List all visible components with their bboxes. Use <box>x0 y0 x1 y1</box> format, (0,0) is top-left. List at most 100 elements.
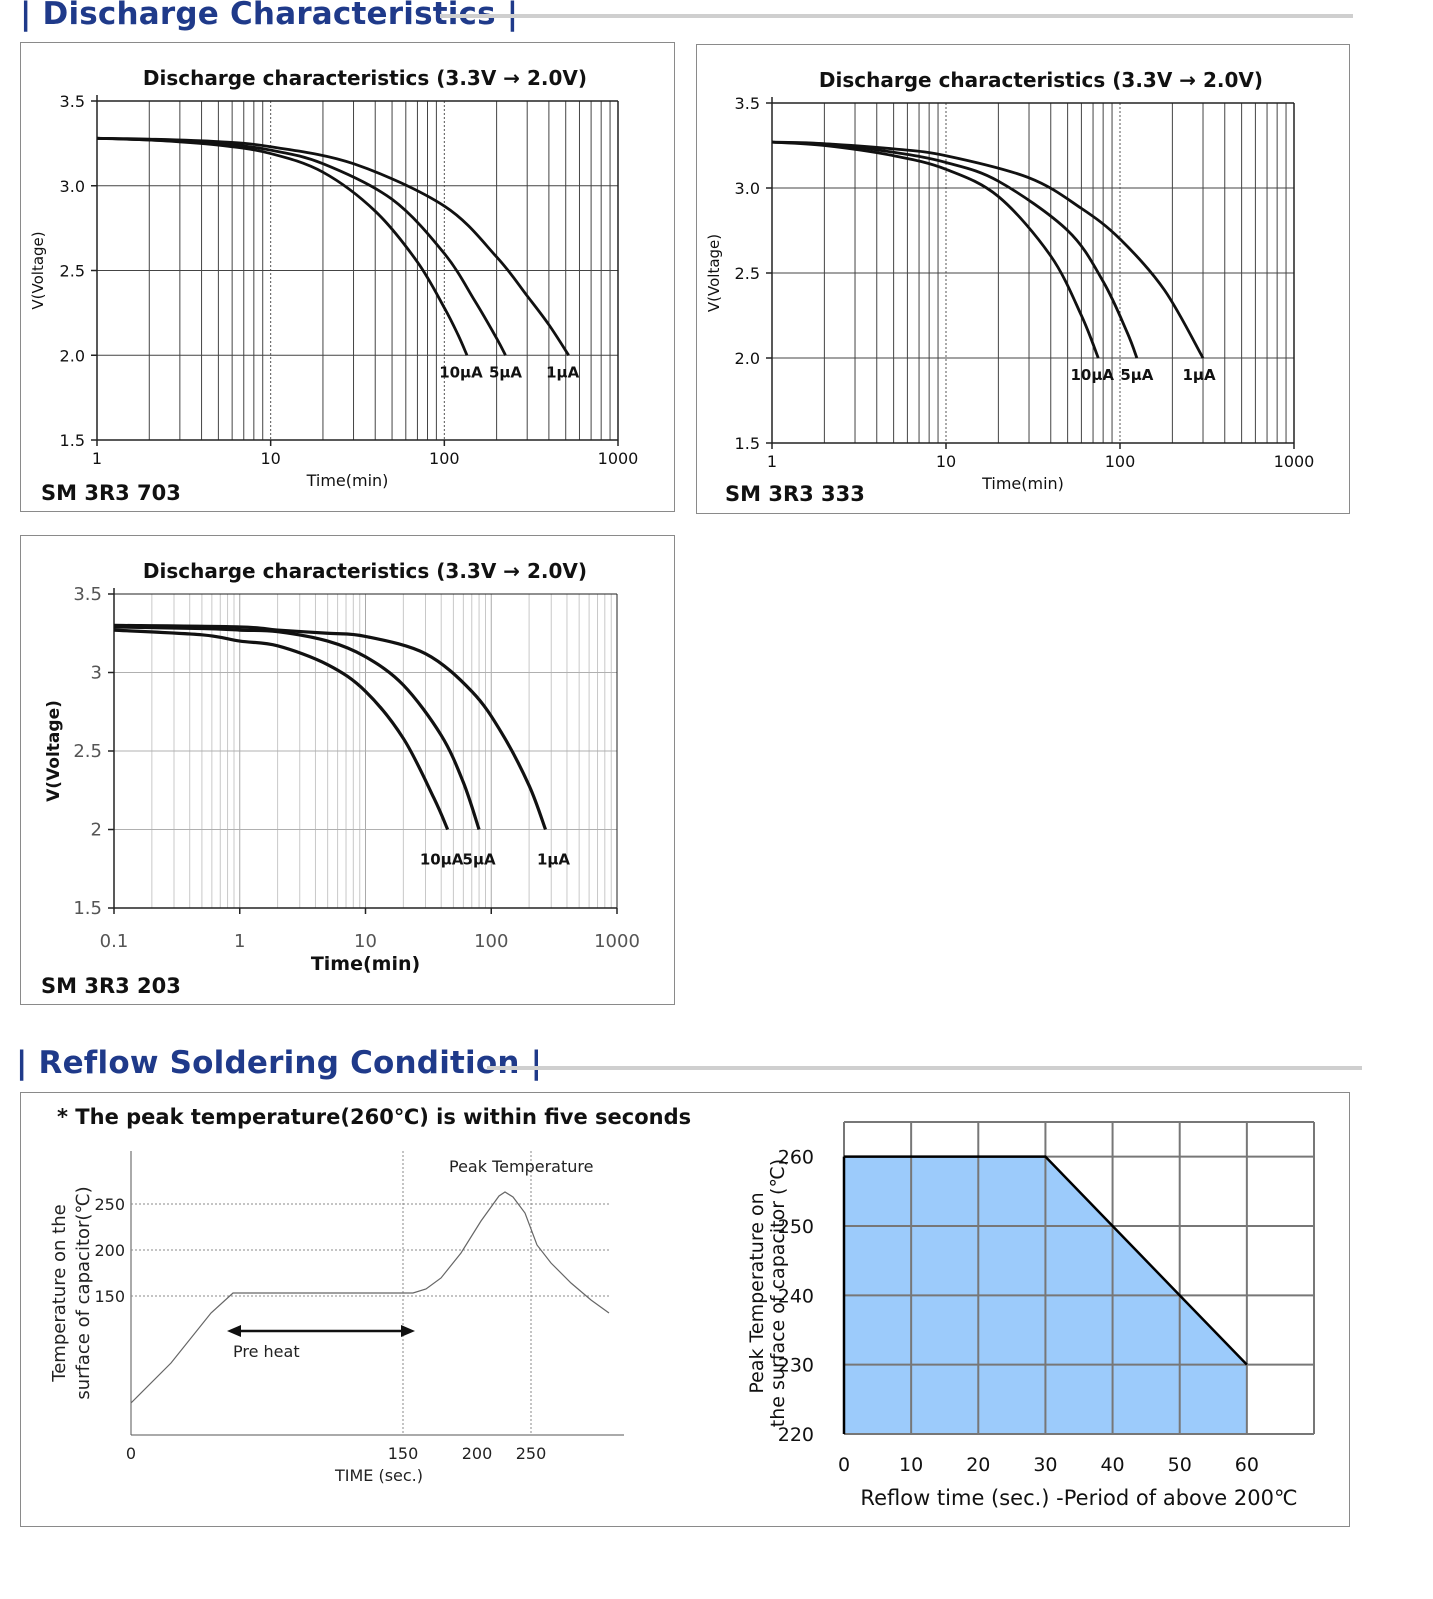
x-axis-title: Time(min) <box>306 471 389 490</box>
chart-reflow-time: 220 230 240 250 260 0 10 20 30 40 50 60 Reflow time … <box>746 1121 1315 1510</box>
y-tick-label: 2 <box>91 820 102 841</box>
series-label: 5μA <box>463 851 496 869</box>
y-tick-label: 3.0 <box>735 179 760 198</box>
series-label: 10μA <box>1070 366 1114 384</box>
y-tick-label: 2.5 <box>73 741 102 762</box>
y-axis-title: V(Voltage) <box>29 231 47 309</box>
x-axis-title: Time(min) <box>311 953 420 975</box>
chart-reflow-profile: 150 200 250 0 150 200 250 TIME (sec.) Temperatur… <box>49 1151 624 1485</box>
y-axis-title-line-1: Temperature on the <box>49 1204 70 1382</box>
y-tick-label: 3.0 <box>60 177 85 196</box>
y-tick-label: 1.5 <box>60 431 85 450</box>
x-tick-label: 150 <box>388 1444 419 1463</box>
preheat-arrow-head-left <box>227 1325 241 1337</box>
chart-panel-sm3r3-333: 1.5 2.0 2.5 3.0 3.5 1 10 100 1000 Discharge chara… <box>696 44 1350 514</box>
y-tick-label: 250 <box>94 1195 125 1214</box>
y-tick-label: 2.0 <box>60 346 85 365</box>
discharge-section-title: | Discharge Characteristics | <box>20 0 519 32</box>
x-tick-label: 30 <box>1033 1454 1057 1476</box>
series-line-1A <box>771 140 1205 359</box>
x-tick-label: 1000 <box>598 449 639 468</box>
peak-temperature-label: Peak Temperature <box>449 1157 593 1176</box>
reflow-title-rule <box>487 1066 1362 1070</box>
model-label: SM 3R3 333 <box>725 482 865 506</box>
reflow-section-title: | Reflow Soldering Condition | <box>16 1045 543 1081</box>
series-label: 5μA <box>1120 366 1153 384</box>
x-tick-label: 10 <box>354 931 377 952</box>
x-tick-label: 200 <box>462 1444 493 1463</box>
y-tick-label: 230 <box>778 1355 814 1377</box>
series-line-5A <box>113 625 481 831</box>
y-axis-title-line-2: surface of capacitor(℃) <box>73 1186 94 1399</box>
peak-temperature-note: * The peak temperature(260℃) is within f… <box>57 1105 692 1129</box>
y-axis-title: V(Voltage) <box>44 700 64 802</box>
series-label: 1μA <box>546 363 579 381</box>
y-tick-label: 1.5 <box>735 434 760 453</box>
series-line-5A <box>771 140 1139 359</box>
chart-sm3r3-333: 1.5 2.0 2.5 3.0 3.5 1 10 100 1000 Discharge chara… <box>705 68 1315 493</box>
x-tick-label: 250 <box>516 1444 547 1463</box>
x-axis-title: Time(min) <box>981 474 1064 493</box>
temperature-profile-line <box>130 1191 610 1404</box>
x-tick-label: 40 <box>1100 1454 1124 1476</box>
chart-panel-sm3r3-703: 1.5 2.0 2.5 3.0 3.5 1 10 100 1000 Discharge chara… <box>20 42 675 512</box>
y-tick-label: 3 <box>91 663 102 684</box>
preheat-arrow-head-right <box>401 1325 415 1337</box>
x-tick-label: 0 <box>126 1444 136 1463</box>
model-label: SM 3R3 203 <box>41 974 181 998</box>
x-tick-label: 10 <box>260 449 280 468</box>
series-line-1A <box>113 623 547 831</box>
x-tick-label: 50 <box>1168 1454 1192 1476</box>
y-axis-title-line-2: the surface of capacitor (℃) <box>767 1159 789 1427</box>
chart-title: Discharge characteristics (3.3V → 2.0V) <box>143 66 587 90</box>
chart-panel-sm3r3-203: 1.5 2 2.5 3 3.5 0.1 1 10 100 1000 Discharge charac… <box>20 535 675 1005</box>
x-tick-label: 1000 <box>1274 452 1315 471</box>
x-axis-title: Reflow time (sec.) -Period of above 200℃ <box>860 1486 1297 1510</box>
y-axis-title-line-1: Peak Temperature on <box>746 1192 768 1393</box>
x-tick-label: 100 <box>474 931 508 952</box>
series-line-1A <box>96 136 570 357</box>
series-line-10A <box>113 628 450 831</box>
x-tick-label: 10 <box>899 1454 923 1476</box>
y-tick-label: 200 <box>94 1241 125 1260</box>
x-tick-label: 100 <box>1105 452 1136 471</box>
series-line-10A <box>96 136 469 356</box>
x-tick-label: 100 <box>429 449 460 468</box>
series-line-10A <box>771 140 1100 359</box>
y-tick-label: 3.5 <box>735 94 760 113</box>
model-label: SM 3R3 703 <box>41 481 181 505</box>
chart-sm3r3-203: 1.5 2 2.5 3 3.5 0.1 1 10 100 1000 Discharge charac… <box>44 559 640 975</box>
series-label: 10μA <box>439 363 483 381</box>
x-tick-label: 60 <box>1235 1454 1259 1476</box>
chart-title: Discharge characteristics (3.3V → 2.0V) <box>143 559 587 583</box>
x-axis-title: TIME (sec.) <box>334 1466 423 1485</box>
y-tick-label: 240 <box>778 1285 814 1307</box>
y-tick-label: 2.5 <box>60 262 85 281</box>
x-tick-label: 0.1 <box>100 931 129 952</box>
y-axis-title: V(Voltage) <box>705 234 723 312</box>
series-label: 5μA <box>489 363 522 381</box>
chart-title: Discharge characteristics (3.3V → 2.0V) <box>819 68 1263 92</box>
chart-sm3r3-703: 1.5 2.0 2.5 3.0 3.5 1 10 100 1000 Discharge chara… <box>29 66 639 490</box>
y-tick-label: 260 <box>778 1147 814 1169</box>
x-tick-label: 1000 <box>594 931 640 952</box>
y-tick-label: 3.5 <box>73 584 102 605</box>
x-tick-label: 0 <box>838 1454 850 1476</box>
y-tick-label: 250 <box>778 1216 814 1238</box>
x-tick-label: 1 <box>234 931 245 952</box>
y-tick-label: 2.5 <box>735 264 760 283</box>
discharge-title-rule <box>440 14 1353 18</box>
x-tick-label: 10 <box>936 452 956 471</box>
y-tick-label: 220 <box>778 1424 814 1446</box>
series-label: 1μA <box>537 851 570 869</box>
y-tick-label: 3.5 <box>60 92 85 111</box>
y-tick-label: 2.0 <box>735 349 760 368</box>
x-tick-label: 1 <box>767 452 777 471</box>
series-label: 1μA <box>1182 366 1215 384</box>
reflow-panel: * The peak temperature(260℃) is within f… <box>20 1092 1350 1527</box>
x-tick-label: 1 <box>92 449 102 468</box>
series-label: 10μA <box>420 851 464 869</box>
y-tick-label: 1.5 <box>73 898 102 919</box>
preheat-label: Pre heat <box>233 1342 300 1361</box>
y-tick-label: 150 <box>94 1287 125 1306</box>
